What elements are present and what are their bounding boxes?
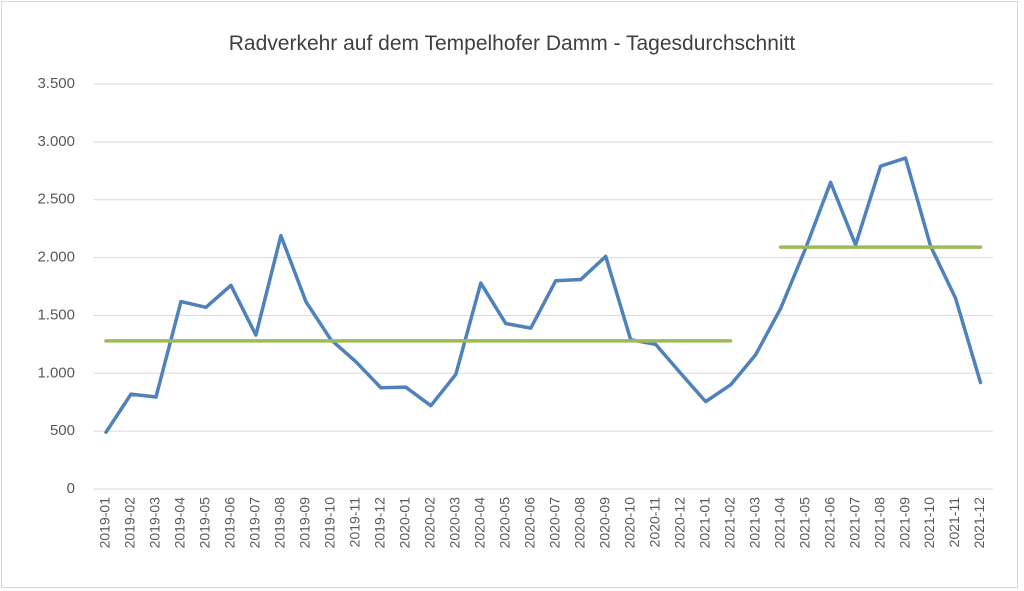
x-tick-label: 2019-12	[372, 497, 388, 549]
data-line	[104, 156, 983, 435]
x-tick-label: 2019-10	[322, 497, 338, 549]
x-tick-label: 2020-02	[422, 497, 438, 549]
x-tick-label: 2019-04	[172, 497, 188, 549]
x-tick-label: 2020-01	[397, 497, 413, 549]
x-tick-label: 2021-02	[721, 497, 737, 549]
x-tick-label: 2020-03	[447, 497, 463, 549]
x-tick-label: 2020-11	[646, 497, 662, 548]
x-tick-label: 2021-06	[821, 497, 837, 549]
y-tick-label: 1.500	[37, 306, 75, 323]
x-tick-label: 2020-06	[521, 497, 537, 549]
x-tick-label: 2019-03	[147, 497, 163, 549]
x-tick-label: 2021-10	[921, 497, 937, 549]
x-tick-label: 2019-11	[347, 497, 363, 548]
x-tick-label: 2021-04	[771, 497, 787, 549]
x-tick-label: 2021-11	[946, 497, 962, 548]
x-tick-label: 2020-07	[546, 497, 562, 549]
y-tick-label: 3.000	[37, 133, 75, 150]
chart-title: Radverkehr auf dem Tempelhofer Damm - Ta…	[229, 32, 796, 55]
x-tick-label: 2019-01	[97, 497, 113, 549]
x-tick-label: 2021-12	[971, 497, 987, 549]
x-tick-label: 2019-06	[222, 497, 238, 549]
x-tick-label: 2019-05	[197, 497, 213, 549]
x-tick-label: 2020-04	[471, 497, 487, 549]
x-tick-label: 2021-09	[896, 497, 912, 549]
y-tick-label: 2.500	[37, 191, 75, 208]
x-tick-label: 2019-07	[247, 497, 263, 549]
x-tick-label: 2019-08	[272, 497, 288, 549]
x-tick-label: 2021-03	[746, 497, 762, 549]
x-tick-label: 2019-09	[297, 497, 313, 549]
x-tick-label: 2021-07	[846, 497, 862, 549]
x-tick-label: 2020-08	[571, 497, 587, 549]
y-tick-label: 1.000	[37, 364, 75, 381]
y-tick-label: 2.000	[37, 249, 75, 266]
x-tick-label: 2021-08	[871, 497, 887, 549]
x-tick-label: 2020-12	[671, 497, 687, 549]
y-tick-label: 0	[67, 480, 75, 497]
x-tick-label: 2020-09	[596, 497, 612, 549]
y-tick-label: 500	[50, 422, 75, 439]
x-tick-label: 2021-01	[696, 497, 712, 549]
x-tick-label: 2020-10	[621, 497, 637, 549]
y-tick-label: 3.500	[37, 75, 75, 92]
x-tick-label: 2021-05	[796, 497, 812, 549]
x-tick-label: 2019-02	[122, 497, 138, 549]
x-tick-label: 2020-05	[496, 497, 512, 549]
